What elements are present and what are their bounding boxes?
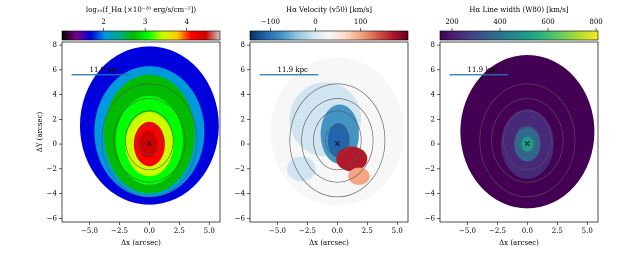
contour xyxy=(289,83,386,198)
y-tick-label: 4 xyxy=(431,91,436,99)
colorbar-tick-label: 400 xyxy=(493,18,506,26)
colorbar-tick-label: 3 xyxy=(143,18,147,26)
map-region xyxy=(287,156,316,182)
x-tick-label: −5.0 xyxy=(459,227,476,235)
x-axis-label: Δx (arcsec) xyxy=(121,239,161,247)
x-tick-label: 0.0 xyxy=(144,227,155,235)
colorbar-tick-label: −100 xyxy=(261,18,280,26)
colorbar-tick-label: 600 xyxy=(541,18,554,26)
map-region xyxy=(336,146,368,172)
x-axis-label: Δx (arcsec) xyxy=(499,239,539,247)
y-tick-label: −2 xyxy=(235,165,245,173)
x-tick-label: 0.0 xyxy=(332,227,343,235)
x-tick-label: 2.5 xyxy=(362,227,373,235)
axes-frame xyxy=(249,41,409,223)
x-tick-label: 0.0 xyxy=(522,227,533,235)
x-tick-label: 2.5 xyxy=(552,227,563,235)
y-tick-label: −6 xyxy=(47,214,58,222)
contour xyxy=(101,83,198,198)
x-tick-label: 5.0 xyxy=(582,227,593,235)
y-tick-label: 2 xyxy=(53,115,57,123)
y-tick-label: −6 xyxy=(425,214,436,222)
colorbar-label: log₁₀(f_Hα [×10⁻²⁰ erg/s/cm⁻²]) xyxy=(86,6,197,14)
colorbar-tick-label: 800 xyxy=(589,18,602,26)
axes-frame xyxy=(439,41,599,223)
axes-frame xyxy=(61,41,221,223)
y-tick-label: 0 xyxy=(241,140,245,148)
x-axis-label: Δx (arcsec) xyxy=(309,239,349,247)
colorbar-tick-label: 200 xyxy=(445,18,458,26)
colorbar-label: Hα Line width (W80) [km/s] xyxy=(469,6,568,14)
contour xyxy=(301,98,374,183)
annotation: 11.9 kpc xyxy=(90,66,121,74)
y-tick-label: 6 xyxy=(431,66,436,74)
contour xyxy=(113,98,186,183)
map: × xyxy=(270,57,405,206)
x-tick-label: 2.5 xyxy=(174,227,185,235)
panel: log₁₀(f_Hα [×10⁻²⁰ erg/s/cm⁻²]) 2 3 4 × 11.9 … xyxy=(36,6,221,247)
contour xyxy=(125,110,174,171)
y-tick-label: −2 xyxy=(425,165,435,173)
y-tick-label: 6 xyxy=(241,66,246,74)
map-region xyxy=(138,130,158,158)
contour xyxy=(491,98,564,183)
panel: Hα Line width (W80) [km/s] 200 400 600 800 × 1… xyxy=(425,6,603,247)
x-tick-label: −2.5 xyxy=(111,227,128,235)
annotation: 11.9 kpc xyxy=(468,66,499,74)
contour xyxy=(479,83,576,198)
y-tick-label: −2 xyxy=(47,165,57,173)
panel: Hα Velocity (v50) [km/s] −100 0 100 × 11.9 kp… xyxy=(235,6,409,247)
center-marker: × xyxy=(146,140,154,150)
colorbar xyxy=(61,30,221,41)
y-tick-label: −4 xyxy=(235,190,246,198)
contour xyxy=(503,110,552,171)
y-tick-label: −6 xyxy=(235,214,246,222)
colorbar xyxy=(439,30,599,41)
y-tick-label: 2 xyxy=(431,115,435,123)
map: × xyxy=(79,46,219,205)
colorbar-tick-label: 100 xyxy=(354,18,367,26)
y-tick-label: 8 xyxy=(241,41,245,49)
colorbar-label: Hα Velocity (v50) [km/s] xyxy=(286,6,372,14)
y-tick-label: 6 xyxy=(53,66,58,74)
contour xyxy=(137,125,162,156)
map-region xyxy=(348,167,370,185)
y-tick-label: 0 xyxy=(53,140,57,148)
y-tick-label: −4 xyxy=(47,190,58,198)
x-tick-label: 5.0 xyxy=(392,227,403,235)
annotation: 11.9 kpc xyxy=(278,66,309,74)
center-marker: × xyxy=(524,140,532,150)
x-tick-label: 5.0 xyxy=(204,227,215,235)
contour xyxy=(515,125,540,156)
y-tick-label: 0 xyxy=(431,140,435,148)
y-tick-label: 4 xyxy=(53,91,58,99)
contour xyxy=(313,110,362,171)
y-tick-label: 8 xyxy=(431,41,435,49)
x-tick-label: −5.0 xyxy=(269,227,286,235)
contour xyxy=(325,125,350,156)
colorbar-tick-label: 0 xyxy=(313,18,317,26)
colorbar-tick-label: 4 xyxy=(185,18,190,26)
x-tick-label: −2.5 xyxy=(299,227,316,235)
x-tick-label: −5.0 xyxy=(81,227,98,235)
colorbar-tick-label: 2 xyxy=(101,18,105,26)
y-axis-label: ΔY (arcsec) xyxy=(36,112,44,153)
map: × xyxy=(460,54,595,209)
y-tick-label: −4 xyxy=(425,190,436,198)
x-tick-label: −2.5 xyxy=(489,227,506,235)
y-tick-label: 4 xyxy=(241,91,246,99)
y-tick-label: 2 xyxy=(241,115,245,123)
colorbar xyxy=(249,30,409,41)
center-marker: × xyxy=(334,140,342,150)
map-region xyxy=(521,136,534,152)
y-tick-label: 8 xyxy=(53,41,57,49)
